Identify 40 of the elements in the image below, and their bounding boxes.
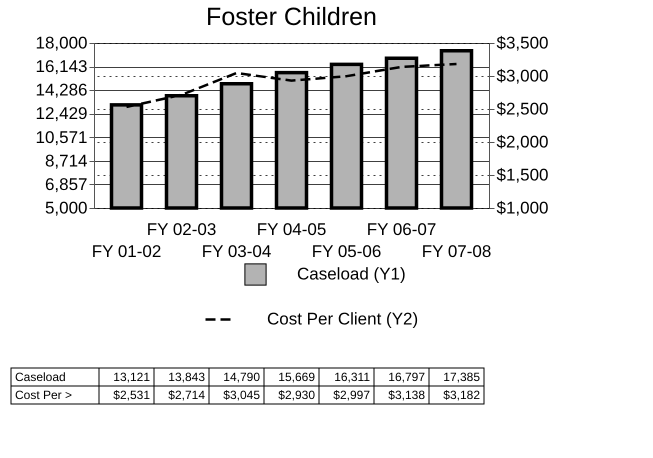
data-label: $3,182: [443, 388, 480, 402]
y2-tick-label: $1,500: [496, 166, 548, 184]
data-label: $2,714: [168, 388, 206, 402]
data-label: 14,790: [223, 370, 260, 384]
x-tick-label: FY 05-06: [312, 242, 382, 261]
legend-label: Cost Per Client (Y2): [267, 310, 418, 328]
data-label: 16,797: [388, 370, 426, 384]
data-label: $3,138: [388, 388, 426, 402]
data-label: 13,121: [113, 370, 150, 384]
chart-title: Foster Children: [206, 3, 377, 31]
x-tick-label: FY 01-02: [92, 242, 162, 261]
y-tick-label: 6,857: [44, 174, 88, 194]
y2-tick-label: $1,000: [496, 198, 548, 218]
y-tick-label: 18,000: [36, 34, 88, 52]
x-tick-label: FY 07-08: [422, 242, 492, 261]
data-label: $2,531: [113, 388, 150, 402]
data-label: 16,311: [334, 370, 370, 384]
x-tick-label: FY 02-03: [146, 220, 216, 239]
data-label: 13,843: [168, 370, 206, 384]
y2-tick-label: $3,500: [496, 34, 548, 52]
data-label: 17,385: [443, 370, 480, 384]
data-label: 15,669: [278, 370, 316, 384]
y-tick-label: 16,143: [36, 57, 88, 76]
y-tick-label: 5,000: [44, 198, 88, 218]
y2-tick-label: $3,000: [496, 66, 548, 86]
x-tick-label: FY 04-05: [256, 220, 326, 239]
y-tick-label: 12,429: [36, 104, 88, 124]
text: Caseload: [15, 370, 66, 384]
data-label: $3,045: [223, 388, 260, 402]
legend-label: Caseload (Y1): [297, 264, 406, 284]
y-tick-label: 10,571: [36, 128, 88, 147]
x-tick-label: FY 06-07: [366, 220, 436, 239]
x-tick-label: FY 03-04: [202, 242, 272, 261]
text: Cost Per >: [15, 388, 72, 402]
y2-tick-label: $2,000: [496, 132, 548, 152]
y-tick-label: 8,714: [44, 151, 88, 170]
y-tick-label: 14,286: [36, 80, 88, 100]
data-label: $2,930: [278, 388, 316, 402]
data-label: $2,997: [333, 388, 370, 402]
y2-tick-label: $2,500: [496, 100, 548, 118]
